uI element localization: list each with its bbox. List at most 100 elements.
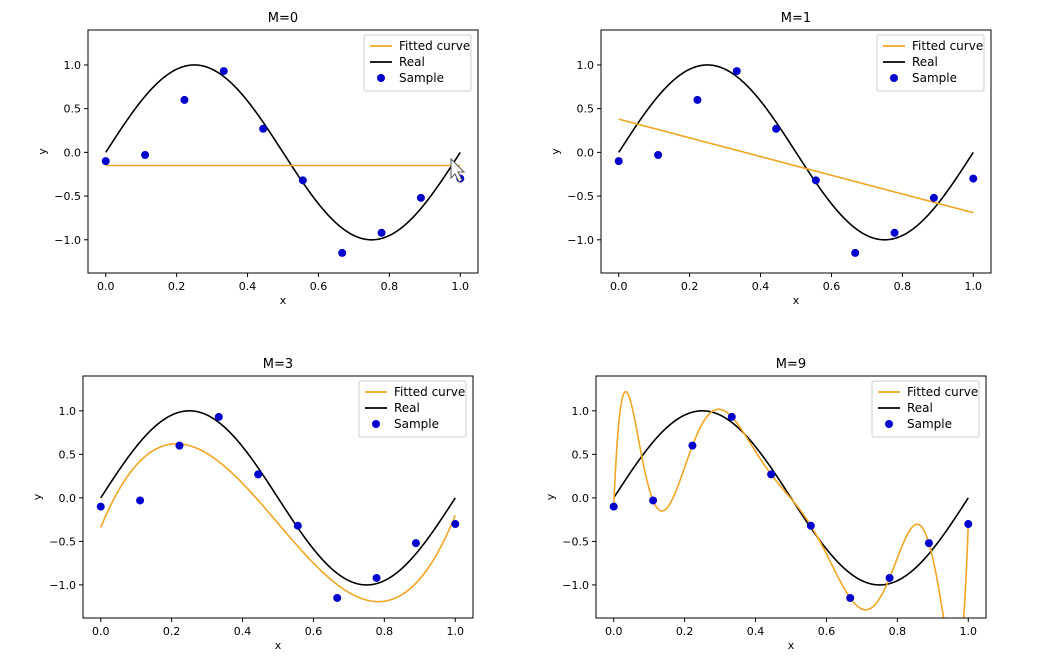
y-tick-label: −0.5 — [54, 190, 81, 203]
sample-point — [688, 441, 697, 450]
legend-entry: Sample — [907, 417, 952, 431]
x-tick-label: 0.8 — [381, 280, 399, 293]
x-tick-label: 0.0 — [610, 280, 628, 293]
sample-point — [732, 67, 741, 76]
sample-point — [372, 573, 381, 582]
sample-point — [293, 521, 302, 530]
legend-entry: Fitted curve — [394, 385, 465, 399]
subplot-m3: M=3 0.0 0.2 0.4 0.6 0.8 1.0 1.0 0.5 0.0 −0.5 −1.0 x y… — [31, 357, 474, 652]
sample-point — [811, 176, 820, 185]
legend-box — [358, 380, 467, 438]
sample-point — [929, 193, 938, 202]
legend-entry: Real — [912, 55, 938, 69]
y-tick-label: 0.5 — [572, 448, 590, 461]
x-tick-label: 0.4 — [239, 280, 257, 293]
plot-frame — [595, 375, 987, 619]
subplot-m9: M=9 0.0 0.2 0.4 0.6 0.8 1.0 1.0 0.5 0.0 −0.5 −1.0 x y… — [544, 357, 987, 652]
subplot-m1: M=1 0.0 0.2 0.4 0.6 0.8 1.0 1.0 0.5 0.0 −0.5 −1.0 x y… — [549, 11, 992, 307]
y-tick-label: 0.5 — [59, 448, 77, 461]
sample-point — [259, 124, 268, 133]
x-tick-label: 0.4 — [752, 280, 770, 293]
plot-area — [96, 410, 460, 603]
x-tick-label: 0.8 — [376, 625, 394, 638]
y-tick-label: −1.0 — [562, 579, 589, 592]
legend-entry: Fitted curve — [912, 39, 983, 53]
sample-point — [214, 412, 223, 421]
y-tick-label: 1.0 — [577, 59, 595, 72]
x-axis-label: x — [793, 294, 800, 307]
x-tick-label: 0.2 — [676, 625, 694, 638]
sample-point — [451, 519, 460, 528]
legend-sample-swatch — [890, 74, 898, 82]
sample-point — [219, 67, 228, 76]
legend: Fitted curve Real Sample — [871, 380, 980, 438]
sample-point — [416, 193, 425, 202]
x-tick-label: 0.4 — [234, 625, 252, 638]
x-tick-label: 0.2 — [168, 280, 186, 293]
legend-sample-swatch — [885, 420, 893, 428]
y-tick-label: 1.0 — [64, 59, 82, 72]
subplot-m0: M=0 0.0 0.2 0.4 0.6 0.8 1.0 1.0 0.5 0.0 −0.5 −1.0 x y… — [36, 11, 479, 307]
y-axis-label: y — [36, 148, 49, 155]
x-tick-label: 1.0 — [452, 280, 470, 293]
plot-area — [101, 64, 465, 257]
x-tick-label: 0.8 — [889, 625, 907, 638]
legend-entry: Fitted curve — [907, 385, 978, 399]
legend: Fitted curve Real Sample — [358, 380, 467, 438]
plot-frame — [87, 29, 479, 274]
y-axis-label: y — [544, 493, 557, 500]
sample-point — [136, 496, 145, 505]
sample-point — [96, 502, 105, 511]
sample-point — [649, 496, 658, 505]
sample-point — [411, 539, 420, 548]
x-axis-label: x — [275, 639, 282, 652]
legend-box — [876, 34, 985, 92]
plot-area — [609, 390, 973, 618]
legend: Fitted curve Real Sample — [876, 34, 985, 92]
y-axis-label: y — [31, 493, 44, 500]
real-curve — [105, 64, 461, 241]
sample-point — [609, 502, 618, 511]
x-axis-label: x — [788, 639, 795, 652]
legend-entry: Real — [907, 401, 933, 415]
x-tick-label: 0.0 — [97, 280, 115, 293]
legend-entry: Real — [399, 55, 425, 69]
real-curve — [618, 64, 974, 241]
x-tick-label: 1.0 — [965, 280, 983, 293]
y-tick-label: −0.5 — [567, 190, 594, 203]
sample-point — [885, 573, 894, 582]
y-tick-label: 0.0 — [59, 492, 77, 505]
sample-point — [141, 150, 150, 159]
legend-box — [363, 34, 472, 92]
legend-entry: Sample — [399, 71, 444, 85]
sample-point — [254, 470, 263, 479]
y-tick-label: 0.0 — [577, 146, 595, 159]
legend-sample-swatch — [377, 74, 385, 82]
sample-point — [767, 470, 776, 479]
plot-title: M=0 — [268, 11, 298, 26]
mouse-cursor-icon — [450, 157, 466, 183]
legend-box — [871, 380, 980, 438]
sample-point — [846, 593, 855, 602]
sample-point — [654, 150, 663, 159]
sample-point — [969, 174, 978, 183]
y-tick-label: −0.5 — [562, 535, 589, 548]
sample-point — [175, 441, 184, 450]
fitted-curve — [612, 390, 970, 618]
legend-entry: Sample — [394, 417, 439, 431]
sample-point — [180, 95, 189, 104]
sample-point — [806, 521, 815, 530]
x-tick-label: 1.0 — [960, 625, 978, 638]
y-tick-label: 0.0 — [64, 146, 82, 159]
x-tick-label: 0.6 — [310, 280, 328, 293]
sample-point — [772, 124, 781, 133]
plot-title: M=1 — [781, 11, 811, 26]
plot-frame — [82, 375, 474, 619]
y-tick-label: 0.5 — [577, 103, 595, 116]
y-tick-label: 0.5 — [64, 103, 82, 116]
sample-point — [727, 412, 736, 421]
legend-sample-swatch — [372, 420, 380, 428]
x-axis-label: x — [280, 294, 287, 307]
x-tick-label: 0.0 — [605, 625, 623, 638]
